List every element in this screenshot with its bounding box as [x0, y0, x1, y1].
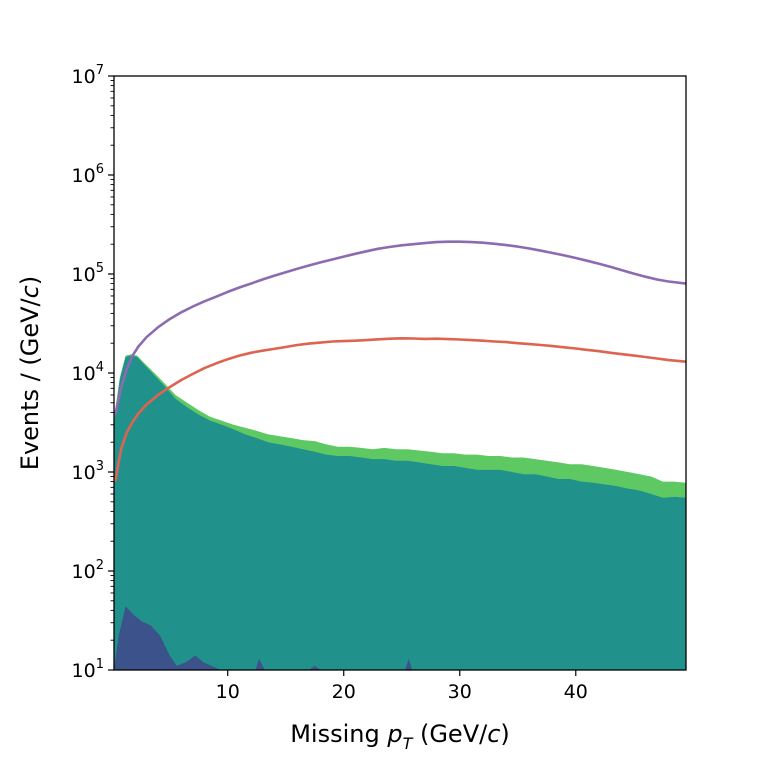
y-axis-label-end: )	[16, 276, 44, 285]
y-tick-label: 101	[72, 657, 104, 682]
y-axis-ticks: 101 102 103 104 105 106 107	[72, 63, 114, 682]
y-axis-label-c: c	[16, 285, 44, 298]
x-tick-label: 10	[216, 681, 240, 703]
y-tick-label: 104	[72, 360, 104, 385]
x-tick-label: 30	[448, 681, 472, 703]
x-axis-label-sub: T	[403, 734, 414, 753]
series-layer	[113, 240, 687, 670]
plot-area	[113, 240, 687, 670]
y-tick-label: 105	[72, 261, 104, 286]
x-axis-label-end: )	[500, 720, 509, 748]
x-axis-label-pre: Missing	[290, 720, 387, 748]
y-tick-label: 106	[72, 162, 104, 187]
series-line-4	[113, 240, 687, 415]
y-tick-label: 102	[72, 558, 104, 583]
series-area-1	[114, 355, 686, 670]
series-area-2	[114, 606, 686, 670]
y-tick-label: 107	[72, 63, 104, 88]
x-axis-ticks: 10 20 30 40	[216, 670, 588, 703]
y-minor-ticks	[110, 80, 114, 641]
y-axis-label-pre: Events / (GeV/	[16, 297, 44, 470]
x-tick-label: 20	[332, 681, 356, 703]
x-axis-label-var: p	[386, 720, 402, 748]
x-axis-label-c: c	[487, 720, 500, 748]
y-axis-label: Events / (GeV/c)	[16, 276, 44, 470]
x-axis-label: Missing pT (GeV/c)	[290, 720, 510, 753]
x-axis-label-post: (GeV/	[412, 720, 488, 748]
x-tick-label: 40	[564, 681, 588, 703]
series-line-3	[113, 336, 687, 482]
y-tick-label: 103	[72, 459, 104, 484]
